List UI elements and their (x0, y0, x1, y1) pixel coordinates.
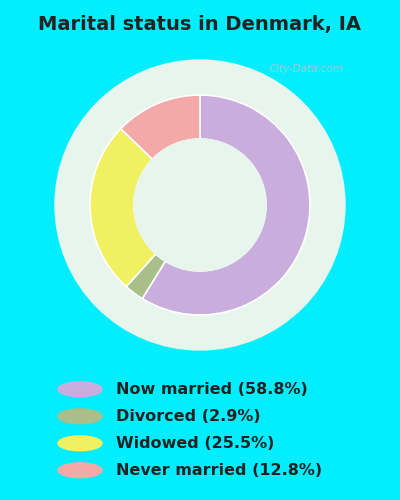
Text: Divorced (2.9%): Divorced (2.9%) (116, 409, 261, 424)
Wedge shape (126, 254, 165, 298)
Circle shape (55, 60, 345, 350)
Wedge shape (142, 95, 310, 315)
Circle shape (58, 463, 102, 477)
Wedge shape (121, 95, 200, 159)
Text: Never married (12.8%): Never married (12.8%) (116, 463, 322, 478)
Text: Marital status in Denmark, IA: Marital status in Denmark, IA (38, 15, 362, 34)
Wedge shape (90, 128, 156, 286)
Circle shape (58, 382, 102, 396)
Text: Now married (58.8%): Now married (58.8%) (116, 382, 308, 397)
Circle shape (58, 409, 102, 424)
Text: Widowed (25.5%): Widowed (25.5%) (116, 436, 274, 451)
Circle shape (134, 139, 266, 271)
Text: City-Data.com: City-Data.com (270, 64, 344, 74)
Circle shape (58, 436, 102, 450)
